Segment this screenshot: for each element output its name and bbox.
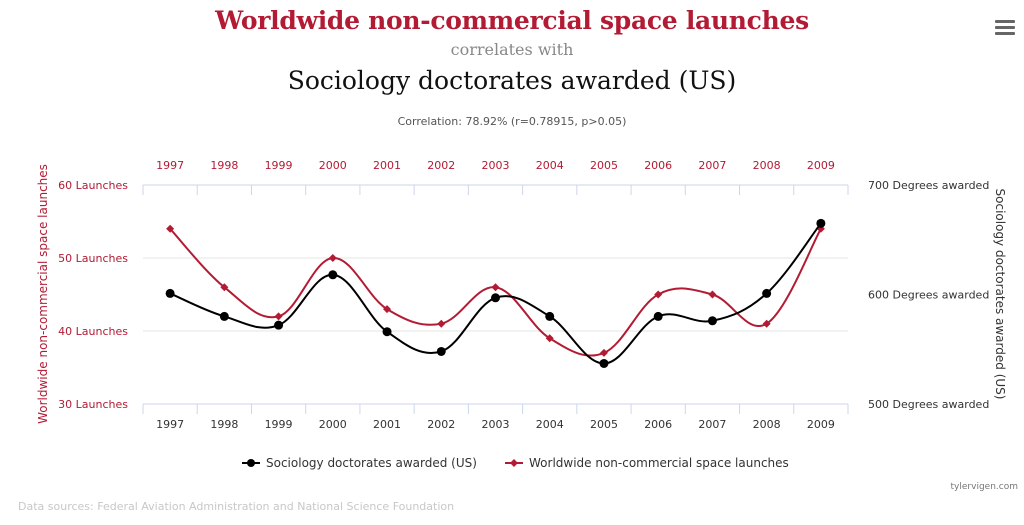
bottom-axis-category-label: 2006 bbox=[644, 418, 672, 431]
menu-bar bbox=[995, 20, 1015, 23]
launches-point bbox=[166, 224, 175, 233]
doctorates-point bbox=[165, 288, 175, 298]
launches-point bbox=[491, 283, 500, 292]
left-axis-tick-label: 30 Launches bbox=[58, 398, 128, 411]
bottom-axis-category-label: 2003 bbox=[482, 418, 510, 431]
left-axis-title: Worldwide non-commercial space launches bbox=[36, 164, 50, 424]
doctorates-point bbox=[653, 311, 663, 321]
data-sources: Data sources: Federal Aviation Administr… bbox=[18, 500, 455, 513]
doctorates-point bbox=[436, 346, 446, 356]
chart-title-secondary: Sociology doctorates awarded (US) bbox=[287, 66, 737, 95]
legend-launches-label: Worldwide non-commercial space launches bbox=[529, 456, 789, 470]
doctorates-point bbox=[274, 320, 284, 330]
top-axis-category-label: 2005 bbox=[590, 159, 618, 172]
top-axis-category-label: 2007 bbox=[698, 159, 726, 172]
menu-bar bbox=[995, 32, 1015, 35]
left-axis-tick-label: 40 Launches bbox=[58, 325, 128, 338]
menu-bar bbox=[995, 26, 1015, 29]
right-axis-tick-label: 600 Degrees awarded bbox=[868, 289, 989, 302]
axes: 60 Launches 50 Launches 40 Launches 30 Laun… bbox=[36, 159, 1007, 431]
launches-point bbox=[383, 305, 392, 314]
legend-launches-marker bbox=[510, 459, 518, 467]
launches-point bbox=[220, 283, 229, 292]
chart-title-primary: Worldwide non-commercial space launches bbox=[215, 6, 809, 35]
legend-doctorates-label: Sociology doctorates awarded (US) bbox=[266, 456, 477, 470]
launches-line bbox=[169, 228, 822, 357]
top-axis-category-label: 2008 bbox=[753, 159, 781, 172]
bottom-axis-category-label: 1998 bbox=[210, 418, 238, 431]
launches-point bbox=[328, 254, 337, 262]
chart-title-connector: correlates with bbox=[450, 40, 574, 59]
doctorates-point bbox=[762, 288, 772, 298]
doctorates-point bbox=[707, 316, 717, 326]
bottom-axis-category-label: 2000 bbox=[319, 418, 347, 431]
top-axis-category-label: 2002 bbox=[427, 159, 455, 172]
right-axis-tick-label: 500 Degrees awarded bbox=[868, 398, 989, 411]
launches-point bbox=[708, 290, 717, 299]
top-axis-category-label: 2001 bbox=[373, 159, 401, 172]
launches-point bbox=[545, 334, 554, 343]
top-axis-category-label: 2009 bbox=[807, 159, 835, 172]
top-axis-category-label: 1998 bbox=[210, 159, 238, 172]
top-axis-category-label: 2006 bbox=[644, 159, 672, 172]
bottom-axis-category-label: 2008 bbox=[753, 418, 781, 431]
doctorates-point bbox=[545, 311, 555, 321]
gridlines bbox=[143, 257, 848, 332]
legend: Sociology doctorates awarded (US) Worldwi… bbox=[242, 456, 789, 470]
bottom-axis-category-label: 2005 bbox=[590, 418, 618, 431]
series-lines bbox=[165, 218, 826, 368]
left-axis-tick-label: 60 Launches bbox=[58, 179, 128, 192]
bottom-axis-category-label: 2009 bbox=[807, 418, 835, 431]
doctorates-point bbox=[599, 358, 609, 368]
top-axis-category-label: 1997 bbox=[156, 159, 184, 172]
launches-point bbox=[654, 290, 663, 299]
bottom-axis-category-label: 1999 bbox=[265, 418, 293, 431]
top-axis-category-label: 2004 bbox=[536, 159, 564, 172]
top-axis-category-label: 1999 bbox=[265, 159, 293, 172]
launches-point bbox=[274, 312, 283, 321]
doctorates-point bbox=[382, 327, 392, 337]
legend-doctorates-marker bbox=[247, 459, 255, 467]
doctorates-point bbox=[491, 293, 500, 303]
left-axis-tick-label: 50 Launches bbox=[58, 252, 128, 265]
top-axis-category-label: 2003 bbox=[482, 159, 510, 172]
doctorates-point bbox=[219, 311, 229, 321]
correlation-text: Correlation: 78.92% (r=0.78915, p>0.05) bbox=[397, 115, 627, 128]
right-axis-tick-label: 700 Degrees awarded bbox=[868, 179, 989, 192]
launches-point bbox=[437, 319, 446, 328]
launches-point bbox=[599, 348, 608, 357]
bottom-axis-category-label: 2001 bbox=[373, 418, 401, 431]
bottom-axis-category-label: 1997 bbox=[156, 418, 184, 431]
top-axis-category-label: 2000 bbox=[319, 159, 347, 172]
launches-point bbox=[762, 319, 771, 328]
bottom-axis-category-label: 2007 bbox=[698, 418, 726, 431]
bottom-axis-category-label: 2002 bbox=[427, 418, 455, 431]
hamburger-menu-icon[interactable] bbox=[995, 20, 1015, 36]
credit-link[interactable]: tylervigen.com bbox=[950, 482, 1018, 492]
doctorates-point bbox=[816, 218, 826, 228]
bottom-axis-category-label: 2004 bbox=[536, 418, 564, 431]
right-axis-title: Sociology doctorates awarded (US) bbox=[993, 189, 1007, 400]
doctorates-point bbox=[328, 270, 338, 280]
chart: 60 Launches 50 Launches 40 Launches 30 Laun… bbox=[36, 159, 1007, 470]
